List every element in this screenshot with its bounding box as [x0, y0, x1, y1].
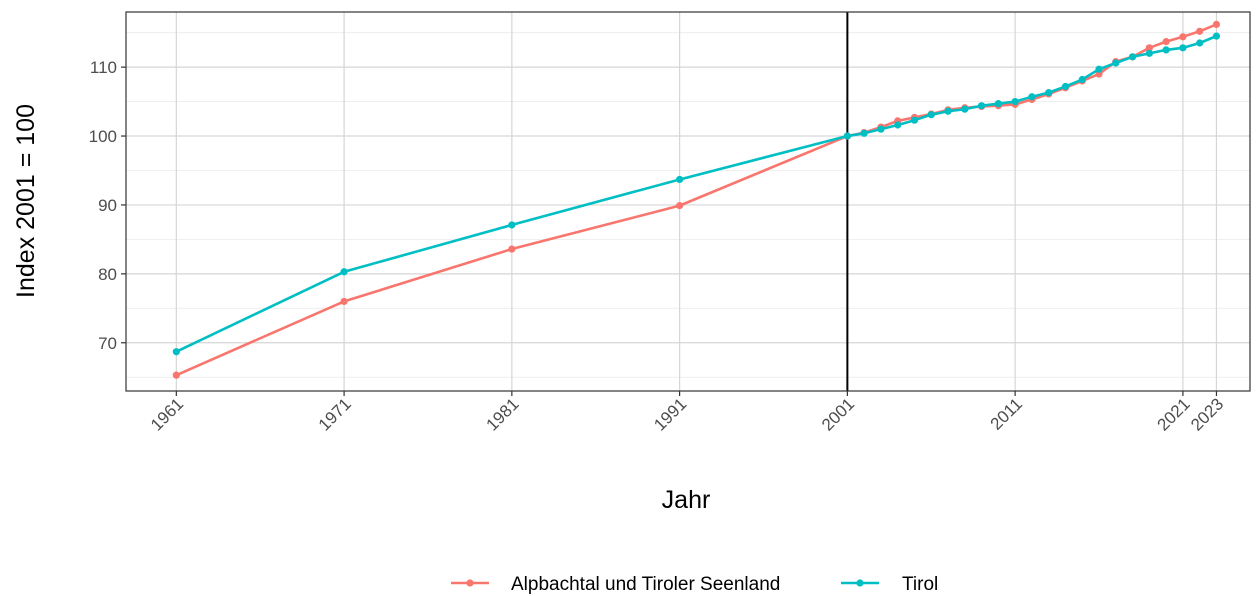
- data-point: [1061, 82, 1070, 91]
- data-point: [944, 107, 952, 115]
- y-tick-label: 80: [98, 265, 117, 284]
- legend-item: Tirol: [841, 574, 938, 595]
- data-point: [977, 102, 986, 110]
- x-axis-title: Jahr: [662, 486, 711, 514]
- data-point: [1212, 32, 1221, 40]
- data-point: [1128, 53, 1137, 61]
- x-tick-label: 1991: [650, 394, 690, 434]
- data-point: [1179, 44, 1187, 52]
- data-point: [1112, 59, 1120, 67]
- data-point: [1162, 38, 1170, 46]
- legend-label: Tirol: [902, 574, 938, 595]
- legend-label: Alpbachtal und Tiroler Seenland: [511, 574, 780, 595]
- legend-key-point: [856, 579, 864, 587]
- data-point: [340, 297, 348, 306]
- y-tick-label: 90: [98, 196, 117, 215]
- data-point: [676, 202, 684, 210]
- data-point: [1011, 97, 1019, 106]
- data-point: [961, 105, 969, 113]
- data-point: [843, 132, 851, 140]
- series-group: [172, 20, 1221, 379]
- legend: Alpbachtal und Tiroler Seenland Tirol: [451, 574, 938, 595]
- y-axis-title: Index 2001 = 100: [12, 104, 40, 298]
- y-axis-ticks: 70 80 90 100 110: [89, 58, 126, 353]
- legend-key-point: [466, 579, 474, 587]
- grid-lines: [126, 12, 1250, 391]
- data-point: [1028, 93, 1036, 101]
- data-point: [1145, 44, 1153, 52]
- data-point: [1162, 46, 1170, 54]
- data-point: [340, 268, 348, 276]
- data-point: [894, 121, 902, 129]
- data-point: [910, 116, 919, 124]
- legend-item: Alpbachtal und Tiroler Seenland: [451, 574, 780, 595]
- data-point: [1078, 75, 1086, 84]
- x-tick-label: 1971: [315, 394, 355, 434]
- x-tick-label: 1961: [147, 394, 187, 434]
- data-point: [508, 245, 516, 253]
- data-point: [1179, 33, 1187, 41]
- y-tick-label: 70: [98, 334, 117, 353]
- data-point: [172, 371, 180, 379]
- data-point: [1095, 65, 1103, 73]
- data-point: [676, 175, 684, 184]
- data-point: [877, 125, 885, 133]
- y-tick-label: 110: [90, 58, 117, 77]
- data-point: [172, 348, 180, 356]
- plot-frame: [125, 11, 1251, 392]
- data-point: [860, 129, 868, 137]
- panel-border: [125, 11, 1251, 392]
- series-2: [172, 32, 1221, 356]
- x-tick-label: 2021: [1154, 394, 1194, 434]
- x-tick-label: 1981: [482, 394, 522, 434]
- x-tick-label: 2011: [987, 394, 1026, 433]
- data-point: [927, 111, 935, 119]
- data-point: [1196, 27, 1204, 35]
- y-tick-label: 100: [89, 127, 117, 146]
- data-point: [1145, 49, 1153, 57]
- x-tick-label: 2023: [1187, 394, 1227, 434]
- data-point: [508, 221, 516, 229]
- data-point: [1212, 20, 1221, 29]
- data-point: [1196, 39, 1204, 47]
- x-tick-label: 2001: [818, 394, 858, 434]
- data-point: [1045, 89, 1053, 97]
- data-point: [994, 100, 1002, 108]
